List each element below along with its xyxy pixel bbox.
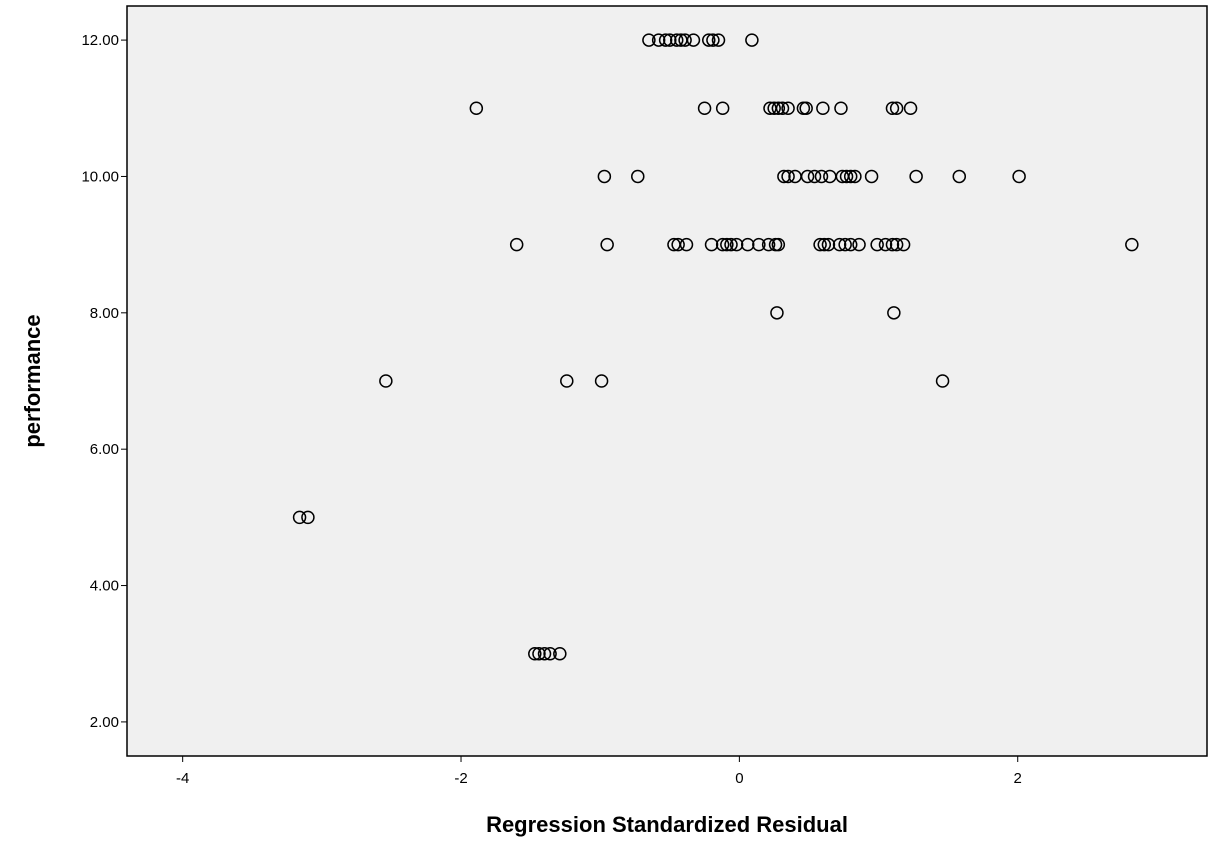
data-point [292,510,307,525]
data-point [887,306,901,320]
data-point [852,237,866,252]
data-point [770,306,784,320]
data-point [878,237,893,252]
data-point [903,101,918,116]
data-point [799,101,813,116]
data-point [537,646,552,661]
data-points [292,33,1139,661]
data-point [711,33,726,47]
data-point [301,510,315,525]
data-point [781,169,795,184]
data-point [671,237,685,252]
data-point [669,33,684,47]
data-point [832,237,847,252]
data-point [777,169,791,184]
data-point [631,169,645,184]
data-point [663,33,677,47]
x-tick-label: 0 [735,770,743,787]
data-point [560,374,574,388]
data-point [864,169,879,184]
y-tick-label: 10.00 [81,168,119,185]
data-point [543,646,557,661]
x-tick-label: -4 [176,770,189,787]
data-point [885,101,900,116]
data-point [686,33,701,47]
data-point [870,237,884,252]
data-point [952,169,967,184]
data-point [761,237,776,252]
data-point [889,237,904,252]
data-point [817,237,832,252]
data-point [838,237,852,252]
data-point [816,101,830,116]
data-point [679,237,694,252]
data-point [834,101,848,116]
data-point [771,237,786,252]
data-point [697,101,712,116]
data-point [651,33,666,47]
data-point [704,237,719,252]
y-axis-title: performance [20,314,45,447]
data-point [509,237,524,252]
y-axis: 2.00 4.00 6.00 8.00 10.00 12.00 [81,32,127,731]
data-point [935,374,950,388]
data-point [771,101,786,116]
y-tick-label: 8.00 [90,305,119,322]
data-point [896,237,911,252]
data-point [909,169,923,184]
data-point [889,101,904,116]
data-point [843,169,858,184]
data-point [553,646,567,661]
data-point [594,374,609,388]
x-axis: -4 -2 0 2 [176,756,1022,787]
y-tick-label: 6.00 [90,441,119,458]
data-point [678,33,692,47]
data-point [740,237,755,252]
data-point [715,101,730,116]
data-point [843,237,858,252]
x-tick-label: 2 [1014,770,1022,787]
y-tick-label: 2.00 [90,714,119,731]
x-axis-title: Regression Standardized Residual [486,812,848,837]
data-point [379,374,393,388]
data-point [781,101,795,116]
data-point [715,237,730,252]
data-point [885,237,900,252]
data-point [821,237,836,252]
data-point [839,169,854,184]
data-point [745,33,759,47]
data-point [642,33,656,47]
data-point [720,237,734,252]
data-point [767,101,781,116]
data-point [775,101,790,116]
data-point [752,237,766,252]
data-point [532,646,546,661]
data-point [600,237,614,252]
data-point [528,646,542,661]
data-point [597,169,612,184]
y-tick-label: 12.00 [81,32,119,49]
data-point [813,237,827,252]
data-point [658,33,673,47]
data-point [724,237,738,252]
plot-area [126,5,1208,757]
data-point [800,169,815,184]
data-point [469,101,484,116]
data-point [848,169,862,184]
data-point [1012,169,1026,184]
y-tick-label: 4.00 [90,578,119,595]
data-point [1125,237,1139,252]
x-tick-label: -2 [454,770,467,787]
data-point [706,33,720,47]
data-point [702,33,716,47]
data-point [814,169,829,184]
data-point [807,169,822,184]
data-point [729,237,744,252]
